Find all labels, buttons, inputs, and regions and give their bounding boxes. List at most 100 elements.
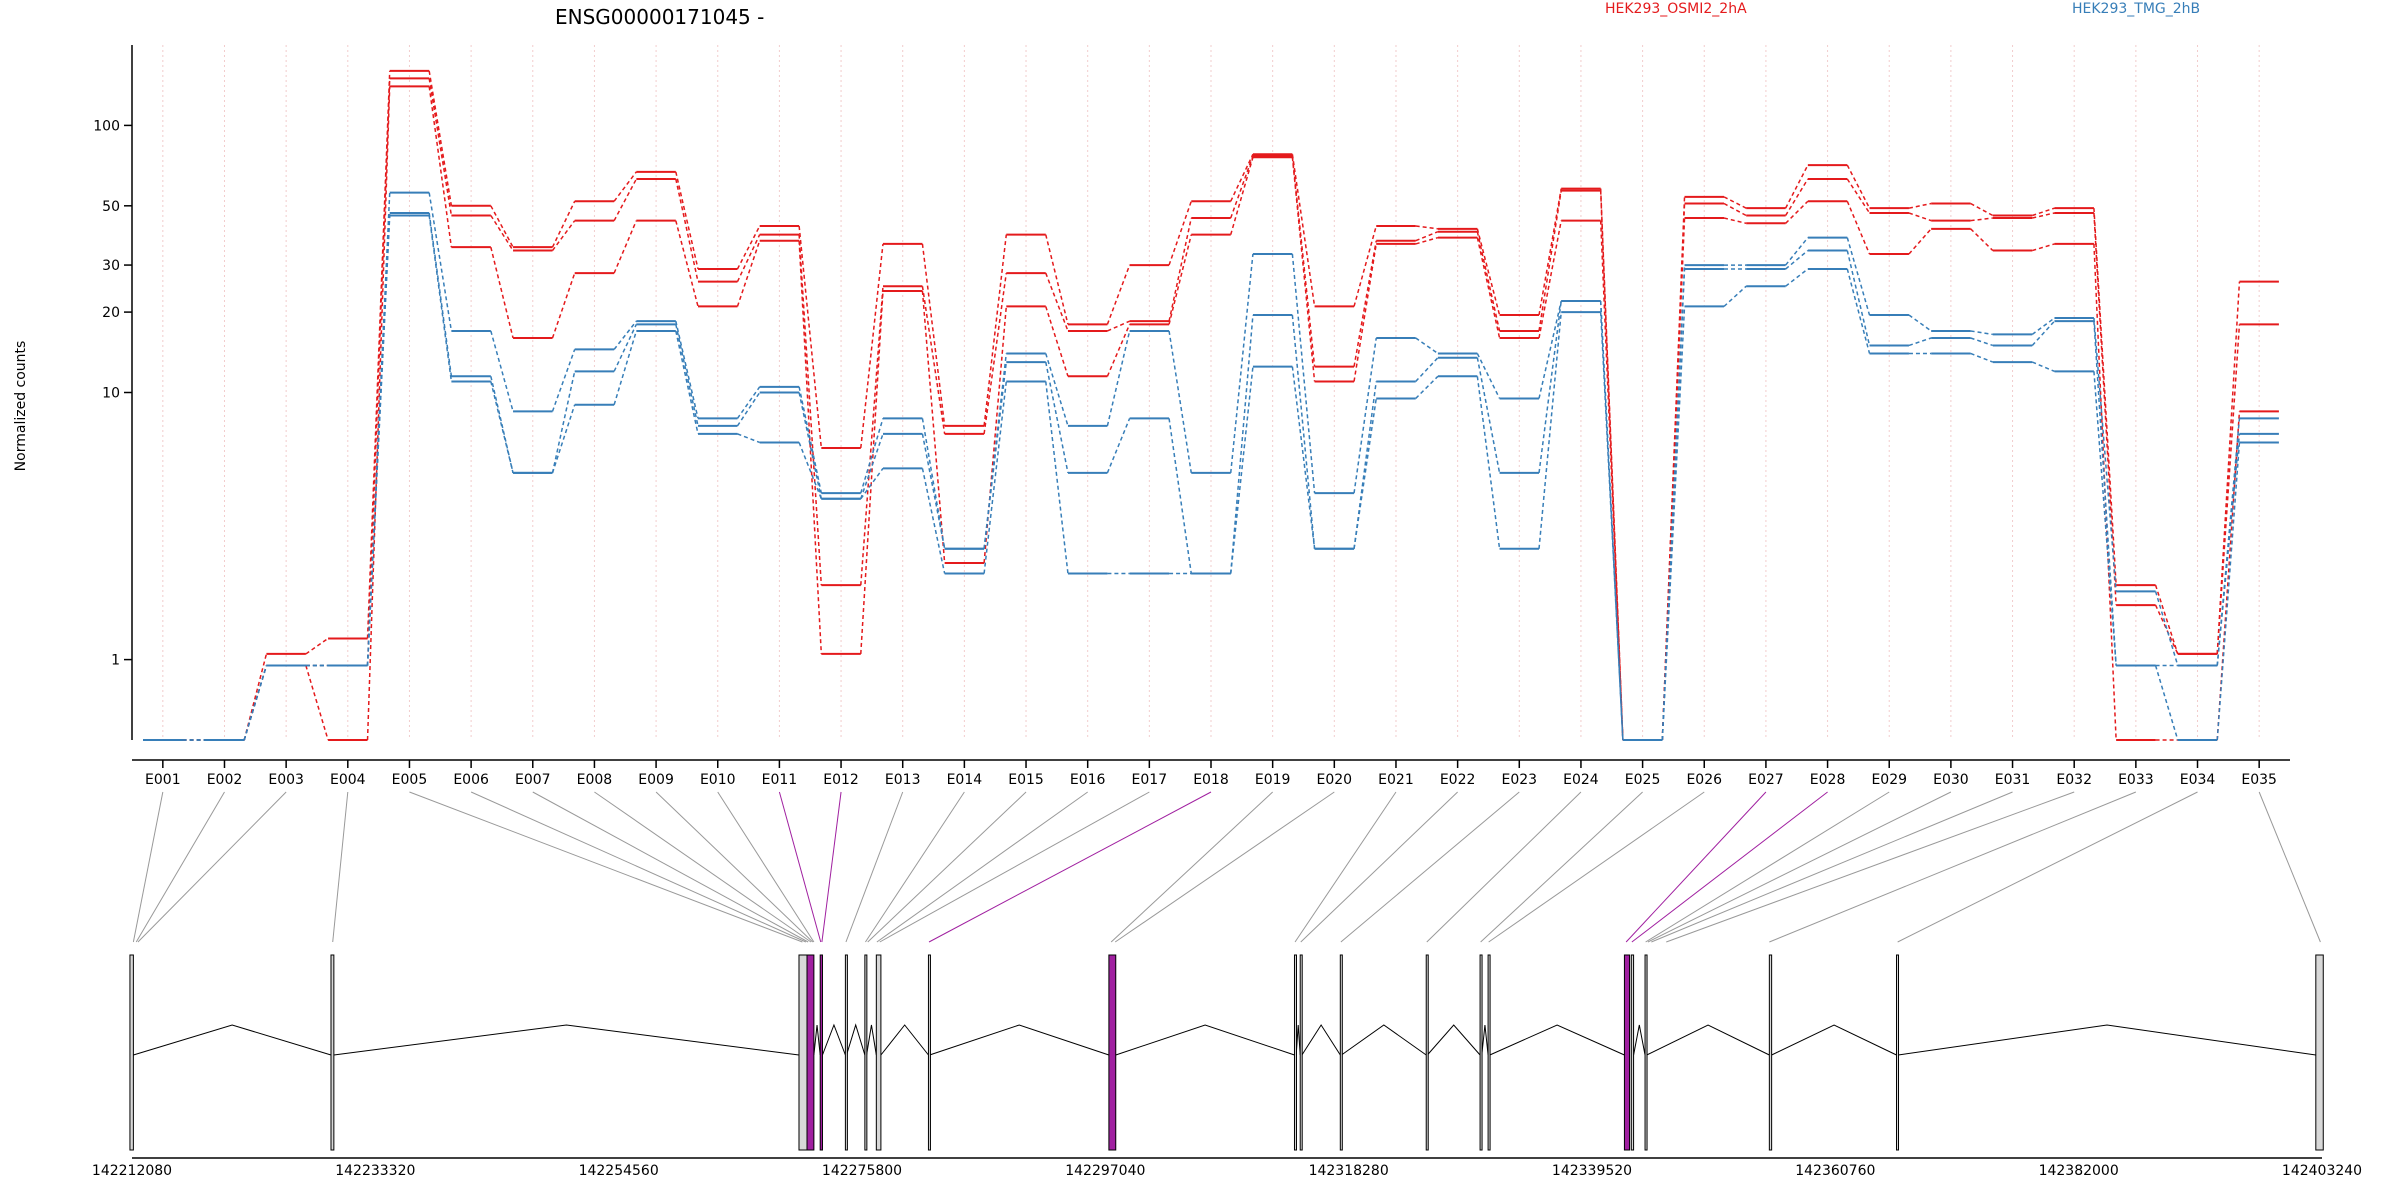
segment-E021 bbox=[1415, 230, 1439, 242]
y-tick-label-10: 10 bbox=[102, 386, 120, 402]
segment-E016 bbox=[1106, 324, 1131, 377]
segment-E007 bbox=[551, 404, 576, 474]
segment-E020 bbox=[1353, 337, 1377, 494]
gene-model: 142212080 142233320 142254560 142275800 1422… bbox=[92, 954, 2362, 1179]
genomic-tick-label-142403240: 142403240 bbox=[2282, 1163, 2362, 1179]
segment-E030 bbox=[1970, 330, 1993, 336]
x-tick-label-E025: E025 bbox=[1625, 772, 1661, 788]
connector-E020 bbox=[1114, 791, 1335, 943]
connector-E035 bbox=[2258, 791, 2321, 943]
segment-E007 bbox=[551, 349, 576, 412]
connector-E009 bbox=[655, 791, 814, 943]
segment-E003 bbox=[305, 665, 329, 741]
segment-E022 bbox=[1476, 376, 1501, 549]
exon-band-4 bbox=[819, 954, 823, 1151]
x-tick-label-E032: E032 bbox=[2056, 772, 2092, 788]
x-tick-label-E009: E009 bbox=[638, 772, 674, 788]
segment-E003 bbox=[305, 637, 329, 655]
genomic-tick-label-142212080: 142212080 bbox=[92, 1163, 172, 1179]
segment-E032 bbox=[2093, 317, 2117, 592]
segment-E029 bbox=[1908, 337, 1932, 347]
segment-E005 bbox=[428, 78, 453, 216]
intron-6 bbox=[866, 1024, 877, 1056]
segment-E012 bbox=[860, 418, 884, 494]
segment-E013 bbox=[921, 243, 946, 426]
genomic-tick-label-142275800: 142275800 bbox=[822, 1163, 902, 1179]
segment-E010 bbox=[736, 234, 761, 282]
connector-E012 bbox=[821, 791, 842, 943]
segment-E034 bbox=[2216, 442, 2241, 741]
x-tick-label-E002: E002 bbox=[207, 772, 243, 788]
segment-E014 bbox=[983, 234, 1008, 426]
chart-title: ENSG00000171045 - bbox=[555, 5, 764, 29]
exon-band-7 bbox=[875, 954, 882, 1151]
intron-11 bbox=[1301, 1024, 1341, 1056]
segment-E023 bbox=[1538, 220, 1562, 339]
intron-19 bbox=[1771, 1024, 1897, 1056]
segment-E028 bbox=[1846, 200, 1871, 255]
connector-E015 bbox=[867, 791, 1027, 943]
segment-E027 bbox=[1785, 268, 1809, 287]
x-tick-label-E011: E011 bbox=[762, 772, 798, 788]
segment-E011 bbox=[798, 225, 823, 449]
series-lines bbox=[143, 69, 2279, 741]
connector-E004 bbox=[332, 791, 349, 943]
segment-E007 bbox=[551, 272, 576, 339]
segment-E031 bbox=[2032, 243, 2055, 252]
segment-E022 bbox=[1476, 237, 1501, 339]
segment-E002 bbox=[243, 665, 268, 741]
segment-E013 bbox=[921, 468, 946, 574]
connector-E029 bbox=[1645, 791, 1890, 943]
segment-E031 bbox=[2031, 361, 2055, 373]
intron-12 bbox=[1341, 1024, 1427, 1056]
exon-band-8 bbox=[927, 954, 931, 1151]
exon-band-19 bbox=[1768, 954, 1773, 1151]
segment-E018 bbox=[1229, 314, 1254, 574]
segment-E009 bbox=[675, 171, 699, 270]
segment-E008 bbox=[613, 178, 638, 221]
exon-band-6 bbox=[864, 954, 868, 1151]
segment-E015 bbox=[1045, 272, 1069, 332]
genomic-tick-label-142360760: 142360760 bbox=[1795, 1163, 1875, 1179]
segment-E011 bbox=[798, 442, 823, 500]
x-tick-label-E007: E007 bbox=[515, 772, 551, 788]
segment-E010 bbox=[736, 386, 761, 419]
x-tick-label-E013: E013 bbox=[885, 772, 921, 788]
segment-E006 bbox=[490, 381, 514, 474]
exon-band-13 bbox=[1425, 954, 1429, 1151]
exon-band-10 bbox=[1293, 954, 1297, 1151]
x-tick-label-E033: E033 bbox=[2118, 772, 2154, 788]
segment-E029 bbox=[1908, 202, 1932, 209]
y-axis-label: Normalized counts bbox=[13, 341, 29, 472]
segment-E021 bbox=[1415, 236, 1439, 245]
segment-E032 bbox=[2093, 371, 2117, 666]
segment-E016 bbox=[1107, 320, 1130, 332]
intron-15 bbox=[1489, 1024, 1625, 1056]
segment-E032 bbox=[2093, 212, 2117, 606]
x-tick-label-E004: E004 bbox=[330, 772, 366, 788]
segment-E022 bbox=[1476, 353, 1501, 399]
segment-E011 bbox=[798, 240, 823, 654]
segment-E004 bbox=[366, 215, 391, 666]
segment-E033 bbox=[2154, 584, 2179, 655]
y-tick-label-50: 50 bbox=[102, 199, 120, 215]
segment-E033 bbox=[2154, 591, 2179, 666]
segment-E034 bbox=[2216, 281, 2241, 654]
segment-E019 bbox=[1291, 314, 1316, 549]
segment-E006 bbox=[490, 330, 514, 412]
x-tick-label-E030: E030 bbox=[1933, 772, 1969, 788]
segment-E024 bbox=[1599, 220, 1624, 741]
exon-band-2 bbox=[798, 954, 808, 1151]
x-tick-label-E027: E027 bbox=[1748, 772, 1784, 788]
series-control-5 bbox=[143, 214, 2279, 741]
segment-E023 bbox=[1538, 312, 1562, 549]
exon-band-11 bbox=[1299, 954, 1303, 1151]
x-tick-label-E008: E008 bbox=[577, 772, 613, 788]
connector-E033 bbox=[1769, 791, 2137, 943]
x-tick-label-E018: E018 bbox=[1193, 772, 1229, 788]
segment-E013 bbox=[921, 433, 946, 549]
segment-E026 bbox=[1723, 285, 1747, 307]
segment-E028 bbox=[1846, 250, 1871, 346]
segment-E016 bbox=[1106, 418, 1131, 474]
intron-13 bbox=[1426, 1024, 1481, 1056]
